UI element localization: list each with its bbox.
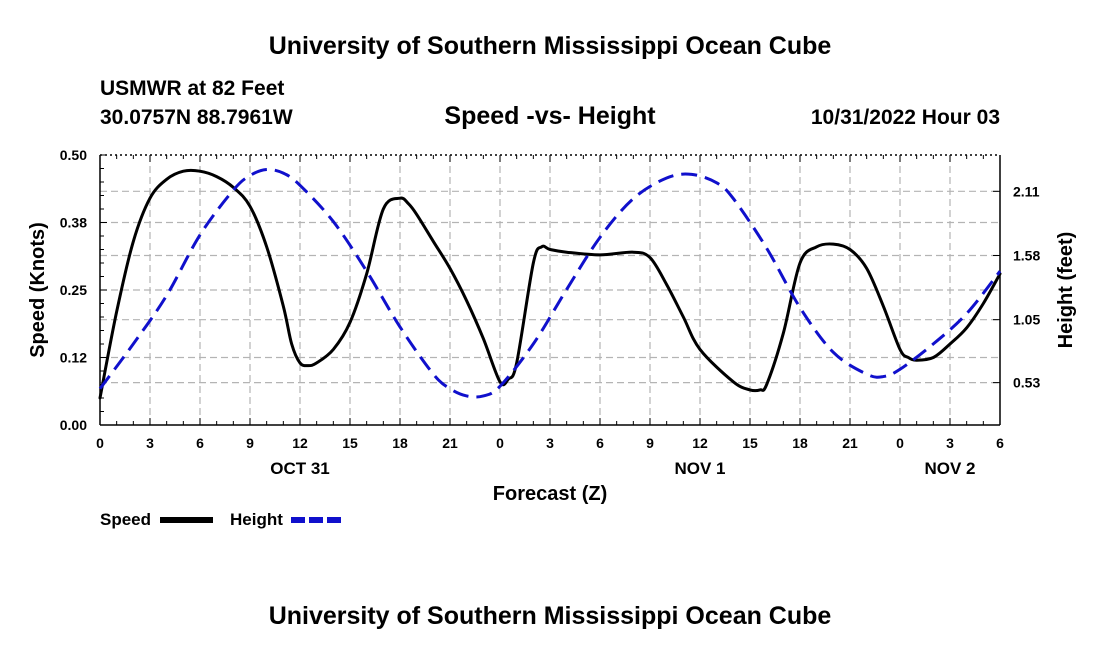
- x-tick-label: 3: [946, 435, 954, 451]
- y-left-tick-label: 0.38: [60, 215, 87, 231]
- x-tick-label: 18: [792, 435, 808, 451]
- y-right-tick-label: 1.58: [1013, 247, 1040, 263]
- x-tick-label: 3: [546, 435, 554, 451]
- y-right-tick-label: 2.11: [1013, 183, 1040, 199]
- y-left-tick-label: 0.00: [60, 417, 87, 433]
- forecast-timestamp: 10/31/2022 Hour 03: [811, 106, 1000, 129]
- x-tick-label: 9: [246, 435, 254, 451]
- x-tick-label: 6: [996, 435, 1004, 451]
- axis-ticks: 0 3 6 9 12 15 18 21 0 3 6 9 12 15 18 21 0 3 6 OCT 31 NOV 1 NO…: [60, 147, 1041, 478]
- grid-lines: [100, 155, 1000, 425]
- y-right-tick-label: 0.53: [1013, 375, 1040, 391]
- x-tick-label: 12: [692, 435, 708, 451]
- x-tick-label: 6: [196, 435, 204, 451]
- date-label: NOV 2: [924, 459, 975, 478]
- chart-subtitle: Speed -vs- Height: [444, 102, 656, 130]
- y-left-tick-label: 0.12: [60, 350, 87, 366]
- left-axis-label: Speed (Knots): [27, 222, 49, 358]
- x-tick-label: 0: [96, 435, 104, 451]
- y-right-tick-label: 1.05: [1013, 312, 1040, 328]
- y-left-tick-label: 0.25: [60, 282, 87, 298]
- data-series: [98, 167, 1002, 400]
- x-axis-label: Forecast (Z): [493, 483, 607, 505]
- x-tick-label: 15: [342, 435, 358, 451]
- date-label: OCT 31: [270, 459, 330, 478]
- date-label: NOV 1: [674, 459, 725, 478]
- right-axis-label: Height (feet): [1055, 232, 1077, 349]
- footer-title: University of Southern Mississippi Ocean…: [269, 602, 832, 630]
- x-tick-label: 15: [742, 435, 758, 451]
- series-line-height: [98, 167, 1002, 399]
- x-tick-label: 21: [842, 435, 858, 451]
- station-coordinates: 30.0757N 88.7961W: [100, 106, 293, 129]
- x-tick-label: 0: [496, 435, 504, 451]
- x-tick-label: 0: [896, 435, 904, 451]
- y-left-tick-label: 0.50: [60, 147, 87, 163]
- station-label: USMWR at 82 Feet: [100, 77, 284, 100]
- series-line-speed: [98, 168, 1002, 400]
- x-tick-label: 12: [292, 435, 308, 451]
- chart-main-title: University of Southern Mississippi Ocean…: [269, 32, 832, 60]
- x-tick-label: 6: [596, 435, 604, 451]
- x-tick-label: 9: [646, 435, 654, 451]
- legend-height-label: Height: [230, 510, 283, 529]
- x-tick-label: 18: [392, 435, 408, 451]
- legend: Speed Height: [100, 510, 343, 529]
- x-tick-label: 3: [146, 435, 154, 451]
- x-tick-label: 21: [442, 435, 458, 451]
- legend-speed-label: Speed: [100, 510, 151, 529]
